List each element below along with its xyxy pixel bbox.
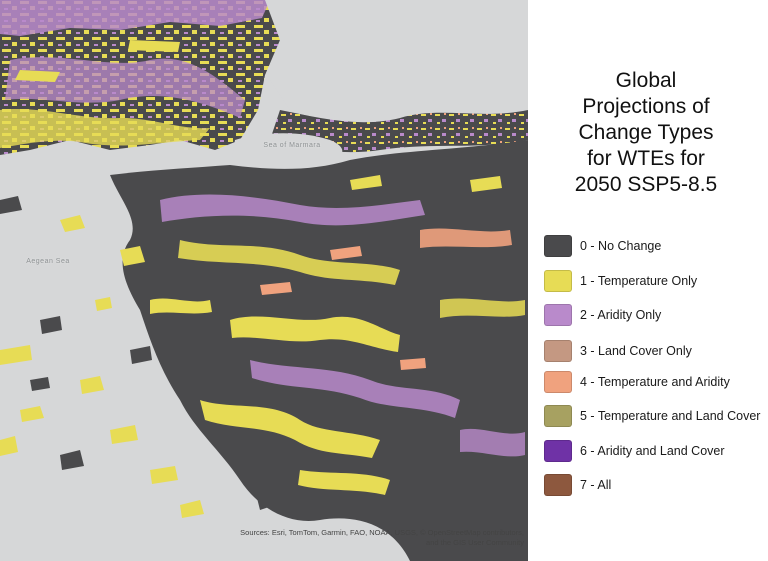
- legend-swatch: [544, 371, 572, 393]
- legend-panel: Global Projections of Change Types for W…: [528, 0, 768, 561]
- label-aegean-sea: Aegean Sea: [26, 258, 70, 265]
- legend-label: 2 - Aridity Only: [580, 308, 662, 322]
- legend-item-all: 7 - All: [544, 473, 611, 497]
- legend-item-no-change: 0 - No Change: [544, 234, 661, 258]
- legend-label: 3 - Land Cover Only: [580, 344, 692, 358]
- legend-title: Global Projections of Change Types for W…: [574, 69, 718, 196]
- legend-label: 7 - All: [580, 478, 612, 492]
- legend-swatch: [544, 235, 572, 257]
- legend-label: 1 - Temperature Only: [580, 274, 698, 288]
- legend-item-land-cover-only: 3 - Land Cover Only: [544, 339, 692, 363]
- legend-item-aridity-only: 2 - Aridity Only: [544, 303, 661, 327]
- legend-swatch: [544, 340, 572, 362]
- legend-label: 5 - Temperature and Land Cover: [580, 409, 761, 423]
- legend-swatch: [544, 405, 572, 427]
- map-view[interactable]: Sea of Marmara Aegean Sea Sources: Esri,…: [0, 0, 528, 561]
- legend-item-temperature-and-aridity: 4 - Temperature and Aridity: [544, 370, 730, 394]
- legend-item-temperature-and-land-cover: 5 - Temperature and Land Cover: [544, 404, 760, 428]
- aegean-islands: [0, 196, 290, 518]
- sea-of-marmara: [232, 133, 343, 167]
- map-canvas: [0, 0, 528, 561]
- legend-label: 6 - Aridity and Land Cover: [580, 444, 725, 458]
- legend-swatch: [544, 474, 572, 496]
- legend-swatch: [544, 440, 572, 462]
- land-north: [0, 0, 280, 155]
- black-sea: [265, 0, 528, 123]
- legend-label: 4 - Temperature and Aridity: [580, 375, 730, 389]
- land-anatolia: [110, 140, 528, 561]
- legend-swatch: [544, 304, 572, 326]
- label-sea-of-marmara: Sea of Marmara: [263, 142, 321, 149]
- legend-item-temperature-only: 1 - Temperature Only: [544, 269, 697, 293]
- legend-item-aridity-and-land-cover: 6 - Aridity and Land Cover: [544, 439, 725, 463]
- map-attribution: Sources: Esri, TomTom, Garmin, FAO, NOAA…: [240, 528, 524, 547]
- legend-label: 0 - No Change: [580, 239, 662, 253]
- legend-swatch: [544, 270, 572, 292]
